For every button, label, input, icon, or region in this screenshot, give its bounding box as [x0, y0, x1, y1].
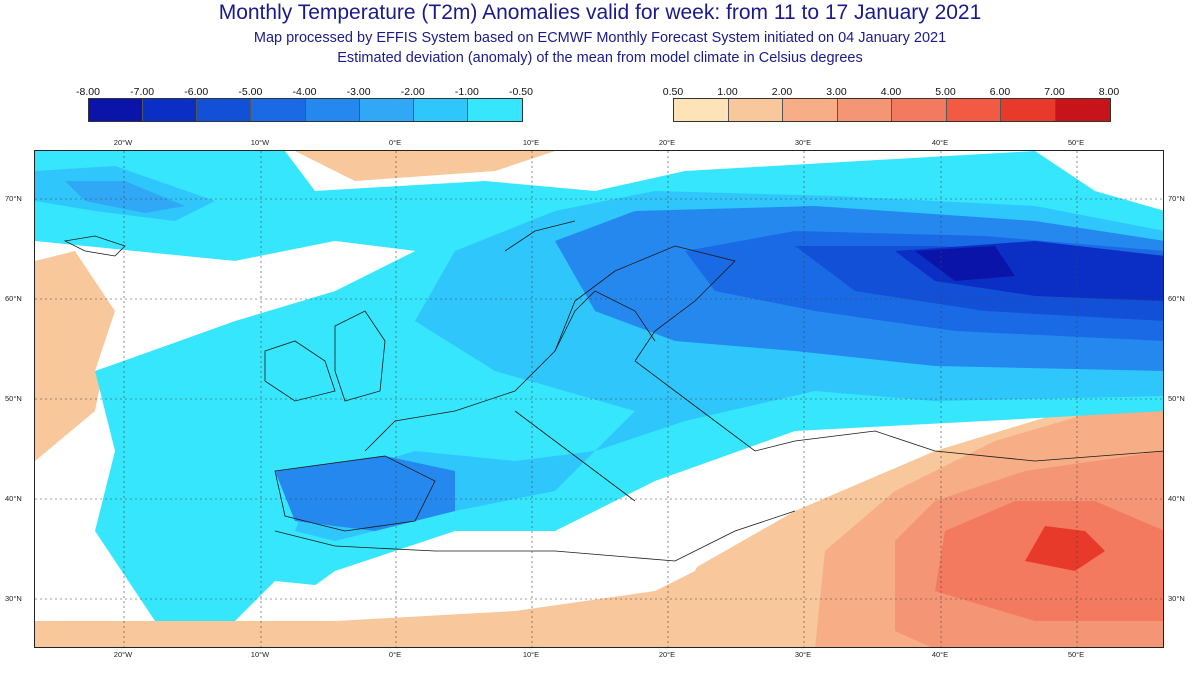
legend-cold-tick-label: -2.00 [400, 86, 425, 98]
cold-anomaly-greenland-core [65, 181, 185, 213]
legend-warm-swatch [946, 99, 1001, 121]
longitude-label: 40°E [931, 650, 949, 659]
longitude-label: 10°E [522, 650, 540, 659]
latitude-label: 50°N [5, 394, 22, 403]
coastlines [63, 220, 1163, 562]
legend-warm-swatch [1001, 99, 1056, 121]
longitude-label: 50°E [1067, 138, 1085, 147]
legend-cold-tick-label: -0.50 [509, 86, 533, 98]
latitude-label: 60°N [1168, 294, 1185, 303]
latitude-label: 30°N [5, 594, 22, 603]
cold-anomaly-peak [915, 246, 1015, 281]
legend-warm-tick-label: 0.50 [662, 86, 684, 98]
latitude-label: 70°N [1168, 194, 1185, 203]
legend-cold-swatch [251, 99, 306, 121]
latitude-label: 30°N [1168, 594, 1185, 603]
legend-cold-tick-label: -6.00 [184, 86, 209, 98]
anomaly-map [35, 151, 1163, 647]
latitude-label: 40°N [1168, 494, 1185, 503]
warm-anomaly-greenland [295, 151, 555, 181]
legend-warm-swatch [783, 99, 838, 121]
legend-cold-swatch [413, 99, 468, 121]
map-subtitle-units: Estimated deviation (anomaly) of the mea… [337, 50, 863, 66]
legend-warm-tick-label: 4.00 [880, 86, 902, 98]
longitude-label: 10°W [250, 650, 270, 659]
legend-cold-tick-label: -5.00 [238, 86, 263, 98]
longitude-label: 0°E [388, 138, 402, 147]
warm-anomaly-northwest [35, 251, 115, 461]
legend-cold-swatch [359, 99, 414, 121]
legend-cold-tick-label: -1.00 [454, 86, 479, 98]
map-title: Monthly Temperature (T2m) Anomalies vali… [218, 1, 982, 24]
latitude-label: 70°N [5, 194, 22, 203]
longitude-label: 10°E [522, 138, 540, 147]
longitude-label: 50°E [1067, 650, 1085, 659]
longitude-label: 0°E [388, 650, 402, 659]
legend-cold-tick-label: -7.00 [130, 86, 155, 98]
longitude-label: 30°E [794, 138, 812, 147]
legend-warm-tick-label: 3.00 [826, 86, 847, 98]
no-anomaly-black-sea [795, 431, 895, 481]
legend-warm-swatch [1055, 99, 1110, 121]
legend-warm-tick-label: 1.00 [717, 86, 738, 98]
legend-cold-swatch [89, 99, 144, 121]
legend-warm [673, 98, 1111, 122]
legend-warm-swatch [674, 99, 729, 121]
map-subtitle-system: Map processed by EFFIS System based on E… [253, 30, 947, 46]
legend-cold [88, 98, 523, 122]
warm-anomaly-peak [1025, 526, 1105, 571]
map-area [34, 150, 1164, 648]
longitude-label: 10°W [250, 138, 270, 147]
legend-warm-tick-label: 6.00 [989, 86, 1011, 98]
legend-cold-tick-label: -8.00 [76, 86, 100, 98]
legend-cold-swatch [467, 99, 522, 121]
longitude-label: 20°W [113, 138, 133, 147]
longitude-label: 20°W [113, 650, 133, 659]
longitude-label: 20°E [658, 650, 676, 659]
legend-warm-tick-label: 8.00 [1098, 86, 1120, 98]
legend-cold-tick-label: -3.00 [346, 86, 371, 98]
legend-warm-tick-label: 5.00 [935, 86, 956, 98]
longitude-label: 40°E [931, 138, 949, 147]
graticule [35, 151, 1163, 647]
cold-anomaly-iberia [275, 456, 455, 531]
legend-warm-tick-label: 2.00 [771, 86, 793, 98]
legend-cold-swatch [143, 99, 198, 121]
legend-cold-swatch [305, 99, 360, 121]
latitude-label: 60°N [5, 294, 22, 303]
no-anomaly-atlantic [75, 241, 415, 371]
legend-warm-tick-label: 7.00 [1044, 86, 1065, 98]
latitude-label: 40°N [5, 494, 22, 503]
legend-warm-swatch [837, 99, 892, 121]
latitude-label: 50°N [1168, 394, 1185, 403]
longitude-label: 30°E [794, 650, 812, 659]
legend-cold-tick-label: -4.00 [292, 86, 317, 98]
longitude-label: 20°E [658, 138, 676, 147]
legend-cold-swatch [197, 99, 252, 121]
legend-warm-swatch [728, 99, 783, 121]
no-anomaly-north-africa [235, 491, 735, 621]
legend-warm-swatch [892, 99, 947, 121]
